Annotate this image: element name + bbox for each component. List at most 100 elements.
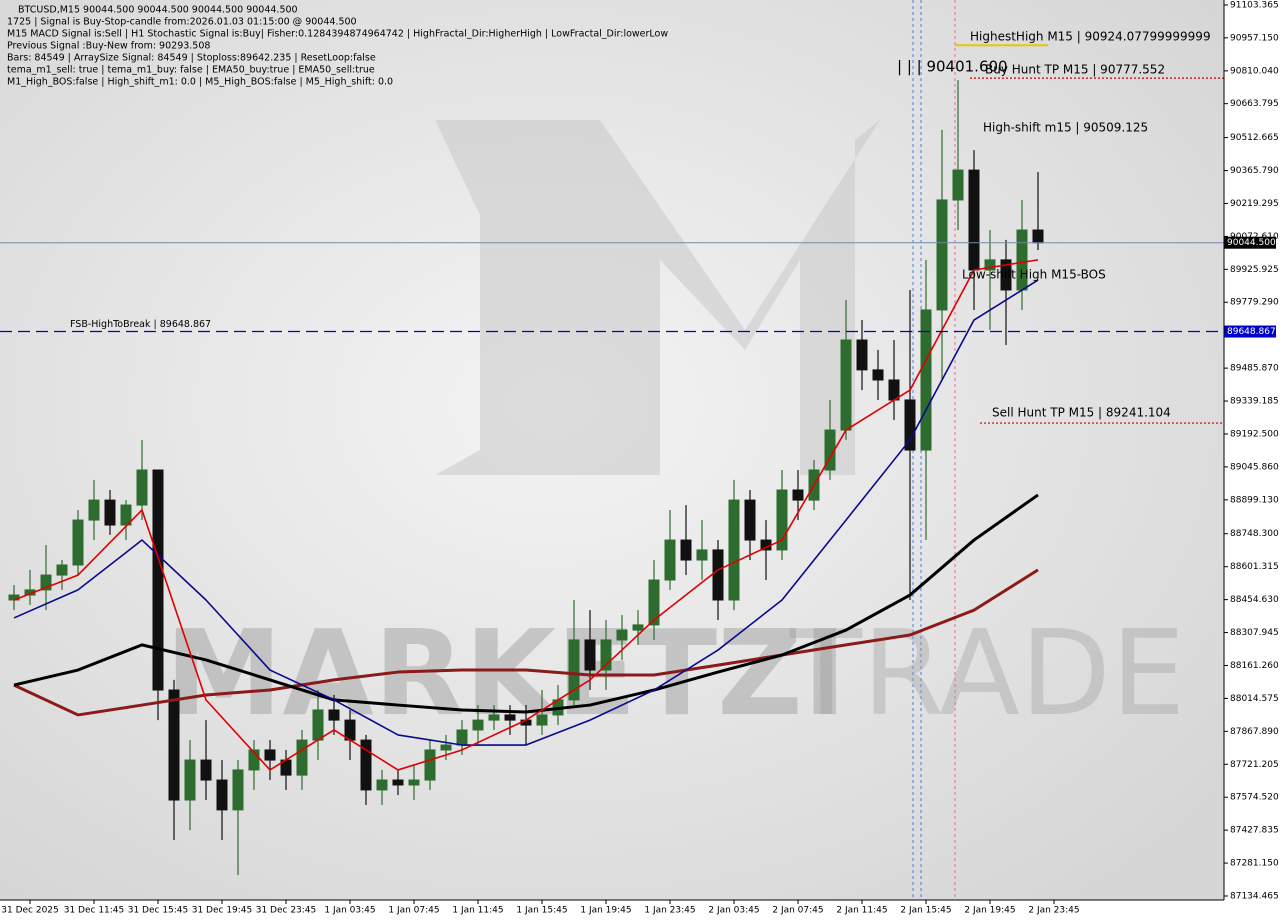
price-box xyxy=(1224,325,1276,338)
y-tick-label: 89339.185 xyxy=(1230,397,1279,407)
candle-body xyxy=(744,499,756,541)
candle-body xyxy=(184,759,196,801)
overlays: BTCUSD,M15 90044.500 90044.500 90044.500… xyxy=(0,5,1276,424)
x-tick-label: 31 Dec 2025 xyxy=(1,906,59,916)
y-tick-label: 90957.150 xyxy=(1230,33,1279,43)
candle-body xyxy=(408,779,420,786)
candle-body xyxy=(568,639,580,701)
info-line: BTCUSD,M15 90044.500 90044.500 90044.500… xyxy=(18,5,298,16)
y-tick-label: 90365.790 xyxy=(1230,166,1279,176)
candle-body xyxy=(856,339,868,371)
candle-body xyxy=(200,759,212,781)
candle-body xyxy=(792,489,804,501)
x-tick-label: 1 Jan 11:45 xyxy=(452,906,503,916)
candle-body xyxy=(72,519,84,566)
moving-average xyxy=(13,279,1039,746)
info-line: Bars: 84549 | ArraySize Signal: 84549 | … xyxy=(7,53,376,64)
y-tick-label: 87427.835 xyxy=(1230,826,1279,836)
candle-body xyxy=(584,639,596,671)
annotation: High-shift m15 | 90509.125 xyxy=(983,121,1148,135)
candle-body xyxy=(392,779,404,786)
info-line: M1_High_BOS:false | High_shift_m1: 0.0 |… xyxy=(7,77,393,88)
candle-body xyxy=(776,489,788,551)
x-tick-label: 31 Dec 11:45 xyxy=(64,906,125,916)
y-tick-label: 88899.130 xyxy=(1230,495,1279,505)
y-tick-label: 90663.795 xyxy=(1230,99,1279,109)
marks xyxy=(8,80,1044,876)
y-tick-label: 88601.315 xyxy=(1230,562,1279,572)
candle-body xyxy=(264,749,276,761)
x-tick-label: 2 Jan 19:45 xyxy=(964,906,1015,916)
candle-body xyxy=(104,499,116,526)
price-box-label: 89648.867 xyxy=(1227,327,1276,337)
x-tick-label: 1 Jan 15:45 xyxy=(516,906,567,916)
moving-average xyxy=(13,259,1039,771)
x-tick-label: 1 Jan 03:45 xyxy=(324,906,375,916)
info-line: M15 MACD Signal is:Sell | H1 Stochastic … xyxy=(7,29,668,40)
candle-body xyxy=(536,714,548,726)
x-tick-label: 31 Dec 15:45 xyxy=(128,906,189,916)
candle-body xyxy=(680,539,692,561)
x-tick-label: 2 Jan 11:45 xyxy=(836,906,887,916)
candle-body xyxy=(248,749,260,771)
y-tick-label: 88748.300 xyxy=(1230,529,1279,539)
candle-body xyxy=(872,369,884,381)
candle-body xyxy=(152,469,164,691)
watermark-text: MARKETZI xyxy=(165,604,847,742)
candle-body xyxy=(136,469,148,506)
candle-body xyxy=(120,504,132,526)
x-tick-label: 1 Jan 19:45 xyxy=(580,906,631,916)
info-line: tema_m1_sell: true | tema_m1_buy: false … xyxy=(7,65,375,76)
level-label: Buy Hunt TP M15 | 90777.552 xyxy=(985,63,1165,77)
y-tick-label: 88014.575 xyxy=(1230,694,1279,704)
moving-average xyxy=(13,568,1039,717)
y-tick-label: 88307.945 xyxy=(1230,628,1279,638)
y-tick-label: 87574.520 xyxy=(1230,793,1279,803)
x-tick-label: 31 Dec 19:45 xyxy=(192,906,253,916)
candle-body xyxy=(328,709,340,721)
candle-body xyxy=(1032,229,1044,244)
price-box xyxy=(1224,236,1276,249)
candle-body xyxy=(952,169,964,201)
candle-body xyxy=(984,259,996,271)
candle-body xyxy=(728,499,740,601)
candle-body xyxy=(488,714,500,721)
y-tick-label: 89925.925 xyxy=(1230,265,1279,275)
x-tick-label: 2 Jan 03:45 xyxy=(708,906,759,916)
x-tick-label: 1 Jan 23:45 xyxy=(644,906,695,916)
candle-body xyxy=(360,739,372,791)
watermark-text: TRADE xyxy=(789,604,1185,742)
y-tick-label: 87281.150 xyxy=(1230,859,1279,869)
y-tick-label: 87867.890 xyxy=(1230,727,1279,737)
y-tick-label: 89045.860 xyxy=(1230,462,1279,472)
y-tick-label: 90219.295 xyxy=(1230,199,1279,209)
candle-body xyxy=(440,744,452,751)
annotation: | | | 90401.600 xyxy=(897,58,1008,76)
candle-body xyxy=(296,739,308,776)
candle-body xyxy=(456,729,468,746)
candle-body xyxy=(936,199,948,311)
candle-body xyxy=(968,169,980,271)
candle-body xyxy=(168,689,180,801)
x-tick-label: 31 Dec 23:45 xyxy=(256,906,317,916)
candle-body xyxy=(904,399,916,451)
candle-body xyxy=(600,639,612,671)
y-tick-label: 88454.630 xyxy=(1230,595,1279,605)
candle-body xyxy=(376,779,388,791)
candle-body xyxy=(88,499,100,521)
candle-body xyxy=(920,309,932,451)
y-tick-label: 89779.290 xyxy=(1230,298,1279,308)
candle-body xyxy=(232,769,244,811)
x-tick-label: 2 Jan 07:45 xyxy=(772,906,823,916)
logo-watermark xyxy=(435,120,880,475)
info-line: 1725 | Signal is Buy-Stop-candle from:20… xyxy=(7,17,357,28)
candle-body xyxy=(616,629,628,641)
y-tick-label: 89192.500 xyxy=(1230,429,1279,439)
candle-body xyxy=(712,549,724,601)
candle-body xyxy=(40,574,52,591)
info-line: Previous Signal :Buy-New from: 90293.508 xyxy=(7,41,210,52)
moving-average xyxy=(13,493,1039,714)
candle-body xyxy=(648,579,660,626)
